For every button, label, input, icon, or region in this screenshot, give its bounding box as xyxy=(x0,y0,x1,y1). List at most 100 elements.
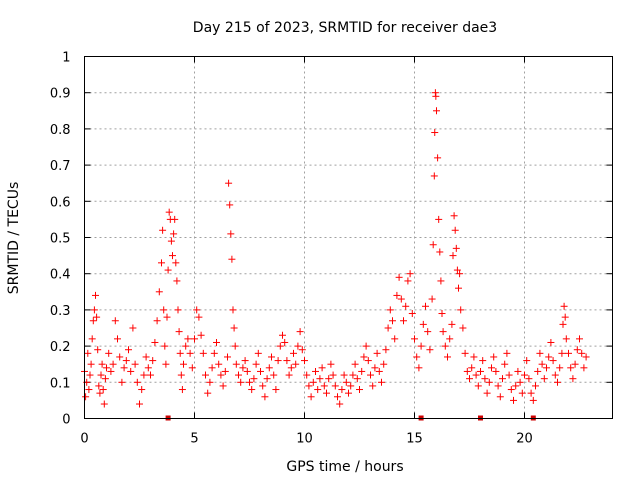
grid-layer xyxy=(84,56,613,419)
data-point xyxy=(114,335,121,343)
data-point xyxy=(307,393,315,401)
data-point xyxy=(345,389,352,397)
data-point xyxy=(507,386,515,394)
data-point xyxy=(384,324,392,332)
data-point xyxy=(272,386,280,394)
data-point xyxy=(153,317,161,325)
data-point xyxy=(177,371,185,379)
data-point xyxy=(512,382,520,390)
data-point xyxy=(534,367,542,375)
data-point xyxy=(340,371,348,379)
data-point xyxy=(565,349,572,357)
data-point xyxy=(435,215,443,223)
data-point xyxy=(276,342,284,350)
data-point xyxy=(446,335,454,343)
data-point xyxy=(444,353,451,361)
data-point xyxy=(101,375,109,383)
data-point xyxy=(338,386,346,394)
data-point xyxy=(162,360,170,368)
data-point xyxy=(389,317,396,325)
data-point xyxy=(171,215,179,223)
data-point xyxy=(323,389,330,397)
data-point xyxy=(456,270,464,278)
data-point xyxy=(492,367,500,375)
data-point xyxy=(199,349,207,357)
data-point xyxy=(231,342,239,350)
data-point xyxy=(400,317,407,325)
data-point xyxy=(449,252,457,260)
y-tick-label: 0.2 xyxy=(50,340,71,355)
data-point xyxy=(468,364,476,372)
x-tick-label: 0 xyxy=(80,432,88,447)
data-point xyxy=(85,386,93,394)
data-point xyxy=(287,364,295,372)
data-point xyxy=(450,212,458,220)
data-point xyxy=(120,364,128,372)
data-point xyxy=(505,371,513,379)
data-point xyxy=(98,360,106,368)
data-point xyxy=(408,310,416,318)
data-point xyxy=(86,371,94,379)
data-point xyxy=(314,386,322,394)
data-point xyxy=(362,342,370,350)
data-point xyxy=(554,378,561,386)
data-point xyxy=(479,357,487,365)
data-point xyxy=(193,306,201,314)
data-point xyxy=(448,320,456,328)
data-point xyxy=(140,371,148,379)
data-point xyxy=(382,346,390,354)
data-point xyxy=(84,349,92,357)
data-point xyxy=(82,393,90,401)
data-point xyxy=(558,349,566,357)
data-point xyxy=(248,386,256,394)
data-point xyxy=(173,277,181,285)
data-point xyxy=(109,360,117,368)
data-point xyxy=(103,364,110,372)
data-point xyxy=(224,353,231,361)
data-point xyxy=(349,371,357,379)
data-point xyxy=(239,364,247,372)
data-point xyxy=(129,324,137,332)
data-point xyxy=(147,371,154,379)
data-point xyxy=(521,371,528,379)
data-point xyxy=(105,349,113,357)
data-point xyxy=(197,331,205,339)
data-point xyxy=(406,270,414,278)
data-point xyxy=(551,371,559,379)
data-point xyxy=(202,371,209,379)
data-point xyxy=(380,360,388,368)
data-point xyxy=(204,389,212,397)
data-point xyxy=(159,226,167,234)
data-point xyxy=(404,277,412,285)
data-point xyxy=(481,375,489,383)
data-point xyxy=(165,208,173,216)
data-point xyxy=(529,396,537,404)
y-tick-label: 0.7 xyxy=(50,159,71,174)
data-point xyxy=(149,357,157,365)
data-point xyxy=(131,360,139,368)
data-point xyxy=(329,371,337,379)
data-point xyxy=(122,357,130,365)
data-point xyxy=(176,349,184,357)
data-point xyxy=(436,248,444,256)
data-point xyxy=(163,313,171,321)
y-tick-label: 0.5 xyxy=(50,232,71,247)
data-point xyxy=(428,295,436,303)
data-point xyxy=(230,324,238,332)
data-point xyxy=(437,277,445,285)
data-point xyxy=(285,371,293,379)
data-point xyxy=(432,92,440,100)
data-point xyxy=(174,306,182,314)
data-point xyxy=(232,360,240,368)
data-point xyxy=(268,353,275,361)
x-tick-label: 5 xyxy=(190,432,198,447)
data-point xyxy=(514,367,522,375)
data-point xyxy=(213,338,220,346)
data-point xyxy=(342,378,350,386)
data-point xyxy=(99,386,107,394)
data-point xyxy=(569,375,577,383)
data-point xyxy=(217,371,225,379)
data-point xyxy=(501,360,509,368)
data-point xyxy=(89,317,97,325)
data-point xyxy=(178,386,186,394)
